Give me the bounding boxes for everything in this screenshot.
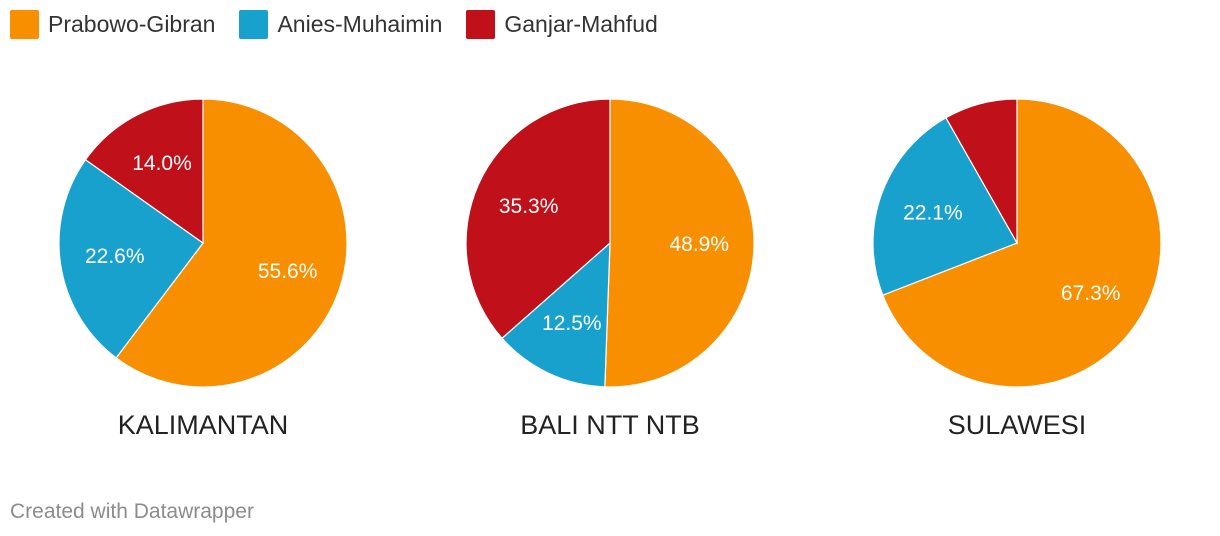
pie-slice-prabowo-gibran — [882, 98, 1162, 388]
pie-value-label-ganjar-mahfud: 14.0% — [132, 152, 192, 175]
pie-charts-area: 55.6% 22.6% 14.0% KALIMANTAN 48.9% 12.5% 35.3%… — [58, 98, 1162, 440]
legend-swatch-prabowo-gibran — [10, 9, 39, 39]
pie-slice-prabowo-gibran — [115, 98, 348, 388]
pie-slice-prabowo-gibran — [604, 98, 755, 388]
legend-label: Ganjar-Mahfud — [504, 10, 658, 37]
pie-chart-label: KALIMANTAN — [118, 410, 289, 440]
legend-item-ganjar-mahfud: Ganjar-Mahfud — [466, 9, 658, 39]
chart-legend: Prabowo-Gibran Anies-Muhaimin Ganjar-Mah… — [10, 8, 682, 40]
pie-slice-ganjar-mahfud — [945, 98, 1018, 246]
legend-swatch-ganjar-mahfud — [466, 9, 496, 39]
pie-chart-sulawesi: 67.3% 22.1% SULAWESI — [872, 98, 1162, 440]
pie-value-label-prabowo-gibran: 67.3% — [1061, 282, 1121, 305]
legend-swatch-anies-muhaimin — [239, 9, 269, 39]
pie-chart-label: BALI NTT NTB — [520, 410, 700, 440]
pie-slice-ganjar-mahfud — [465, 98, 611, 340]
pie-chart-bali-ntt-ntb: 48.9% 12.5% 35.3% BALI NTT NTB — [465, 98, 755, 440]
pie-chart-label: SULAWESI — [948, 410, 1087, 440]
pie-value-label-prabowo-gibran: 55.6% — [258, 260, 318, 283]
pie-slice-anies-muhaimin — [872, 116, 1018, 296]
pie-value-label-anies-muhaimin: 12.5% — [542, 312, 602, 335]
legend-label: Prabowo-Gibran — [48, 10, 216, 37]
legend-label: Anies-Muhaimin — [277, 10, 443, 37]
legend-item-anies-muhaimin: Anies-Muhaimin — [239, 9, 443, 39]
footer-credit: Created with Datawrapper — [10, 500, 254, 523]
pie-value-label-ganjar-mahfud: 35.3% — [499, 195, 559, 218]
pie-value-label-prabowo-gibran: 48.9% — [669, 233, 729, 256]
legend-item-prabowo-gibran: Prabowo-Gibran — [10, 9, 216, 39]
pie-slice-anies-muhaimin — [58, 158, 204, 359]
pie-value-label-anies-muhaimin: 22.6% — [85, 245, 145, 268]
pie-slice-anies-muhaimin — [501, 241, 611, 388]
pie-slice-ganjar-mahfud — [84, 98, 204, 245]
pie-chart-kalimantan: 55.6% 22.6% 14.0% KALIMANTAN — [58, 98, 348, 440]
pie-value-label-anies-muhaimin: 22.1% — [903, 202, 963, 225]
